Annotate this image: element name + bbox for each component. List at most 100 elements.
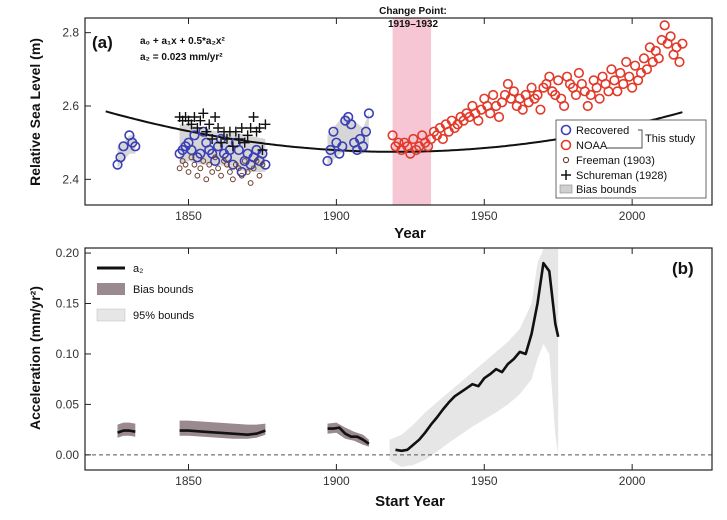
point-noaa [627,82,638,93]
bias-band-a-0 [117,135,136,169]
point-noaa [621,56,632,68]
point-recovered [328,126,339,137]
y-tick-label-a: 2.6 [62,99,79,113]
point-freeman [185,169,192,175]
x-axis-label-a: Year [394,225,426,242]
legend-label-freeman: Freeman (1903) [576,155,655,167]
point-noaa [473,115,484,126]
panel-label-b: (b) [672,259,694,278]
point-noaa [553,75,564,86]
point-noaa [535,104,546,115]
point-recovered [322,155,333,167]
legend-marker-schureman [561,170,571,180]
point-noaa [659,20,670,31]
x-tick-label-b: 2000 [619,474,646,488]
x-tick-label-b: 1950 [471,474,498,488]
point-freeman [218,172,224,179]
point-recovered [357,141,369,152]
legend-label-a2: a₂ [133,263,143,275]
point-recovered [360,126,372,137]
point-noaa [609,75,620,86]
x-tick-label-b: 1850 [175,474,202,488]
legend-marker-recovered [560,124,572,136]
point-noaa [582,100,593,112]
point-noaa [508,86,519,97]
point-freeman [227,169,233,175]
legend-label-ci95: 95% bounds [133,310,195,322]
point-freeman [256,172,263,179]
point-freeman [179,158,186,164]
panel-a: 1850 1900 1950 2000 2.4 2.6 2.8 (a) a₀ + a₁x +… [27,6,713,242]
point-schureman [204,119,215,130]
a2-segment-2 [327,426,370,445]
point-freeman [203,176,210,183]
point-freeman [253,158,260,164]
point-schureman [239,137,250,148]
y-tick-label-a: 2.8 [62,26,79,40]
legend-label-bias-b: Bias bounds [133,284,194,296]
point-schureman [236,123,247,133]
a2-segment-1 [179,429,266,436]
equation-line-1: a₀ + a₁x + 0.5*a₂x² [140,36,225,47]
point-schureman [195,115,206,126]
point-recovered [115,152,126,163]
point-recovered [227,159,238,170]
point-freeman [191,161,198,168]
a2-line [117,261,560,453]
change-point-range: 1919–1932 [388,19,438,30]
point-noaa [485,108,496,119]
y-tick-label-a: 2.4 [62,172,79,186]
point-noaa [591,82,602,93]
point-noaa [612,86,623,97]
point-noaa [502,78,514,90]
point-noaa [618,78,629,90]
x-tick-label-a: 1900 [323,209,350,223]
point-freeman [229,176,236,183]
y-axis-label-b: Acceleration (mm/yr²) [27,286,43,430]
point-schureman [221,134,232,144]
point-freeman [224,161,230,168]
point-freeman [197,165,204,172]
x-axis-label-b: Start Year [375,493,445,510]
point-freeman [206,161,213,168]
legend-marker-freeman [562,156,570,164]
point-noaa [585,89,596,101]
point-noaa [674,56,685,68]
plot-frame-b [84,247,713,471]
point-noaa [488,89,499,101]
point-recovered [210,155,221,167]
point-noaa [615,67,626,79]
point-freeman [209,169,216,175]
point-noaa [387,130,398,141]
point-schureman [242,130,253,141]
point-recovered [337,141,348,152]
point-schureman [210,112,221,122]
point-recovered [346,119,357,130]
x-tick-label-a: 1950 [471,209,498,223]
point-schureman [230,126,241,137]
point-schureman [207,134,218,144]
point-freeman [200,158,207,164]
legend-box-a [555,119,707,199]
point-noaa [526,82,537,93]
point-noaa [624,71,635,82]
change-point-band [392,18,432,205]
point-freeman [259,161,266,168]
point-noaa [437,133,448,145]
y-axis-label-a: Relative Sea Level (m) [27,38,43,186]
point-noaa [559,100,570,112]
point-freeman [250,165,257,172]
legend-marker-bias [559,184,573,194]
legend-group-bracket [607,129,643,149]
point-recovered [189,130,200,141]
point-freeman [194,172,201,179]
point-noaa [630,60,641,71]
point-freeman [188,154,195,161]
point-schureman [245,123,256,133]
point-recovered [186,144,197,156]
point-noaa [544,71,555,82]
point-recovered [325,144,336,156]
point-schureman [201,126,212,137]
legend-label-recovered: Recovered [576,125,629,137]
